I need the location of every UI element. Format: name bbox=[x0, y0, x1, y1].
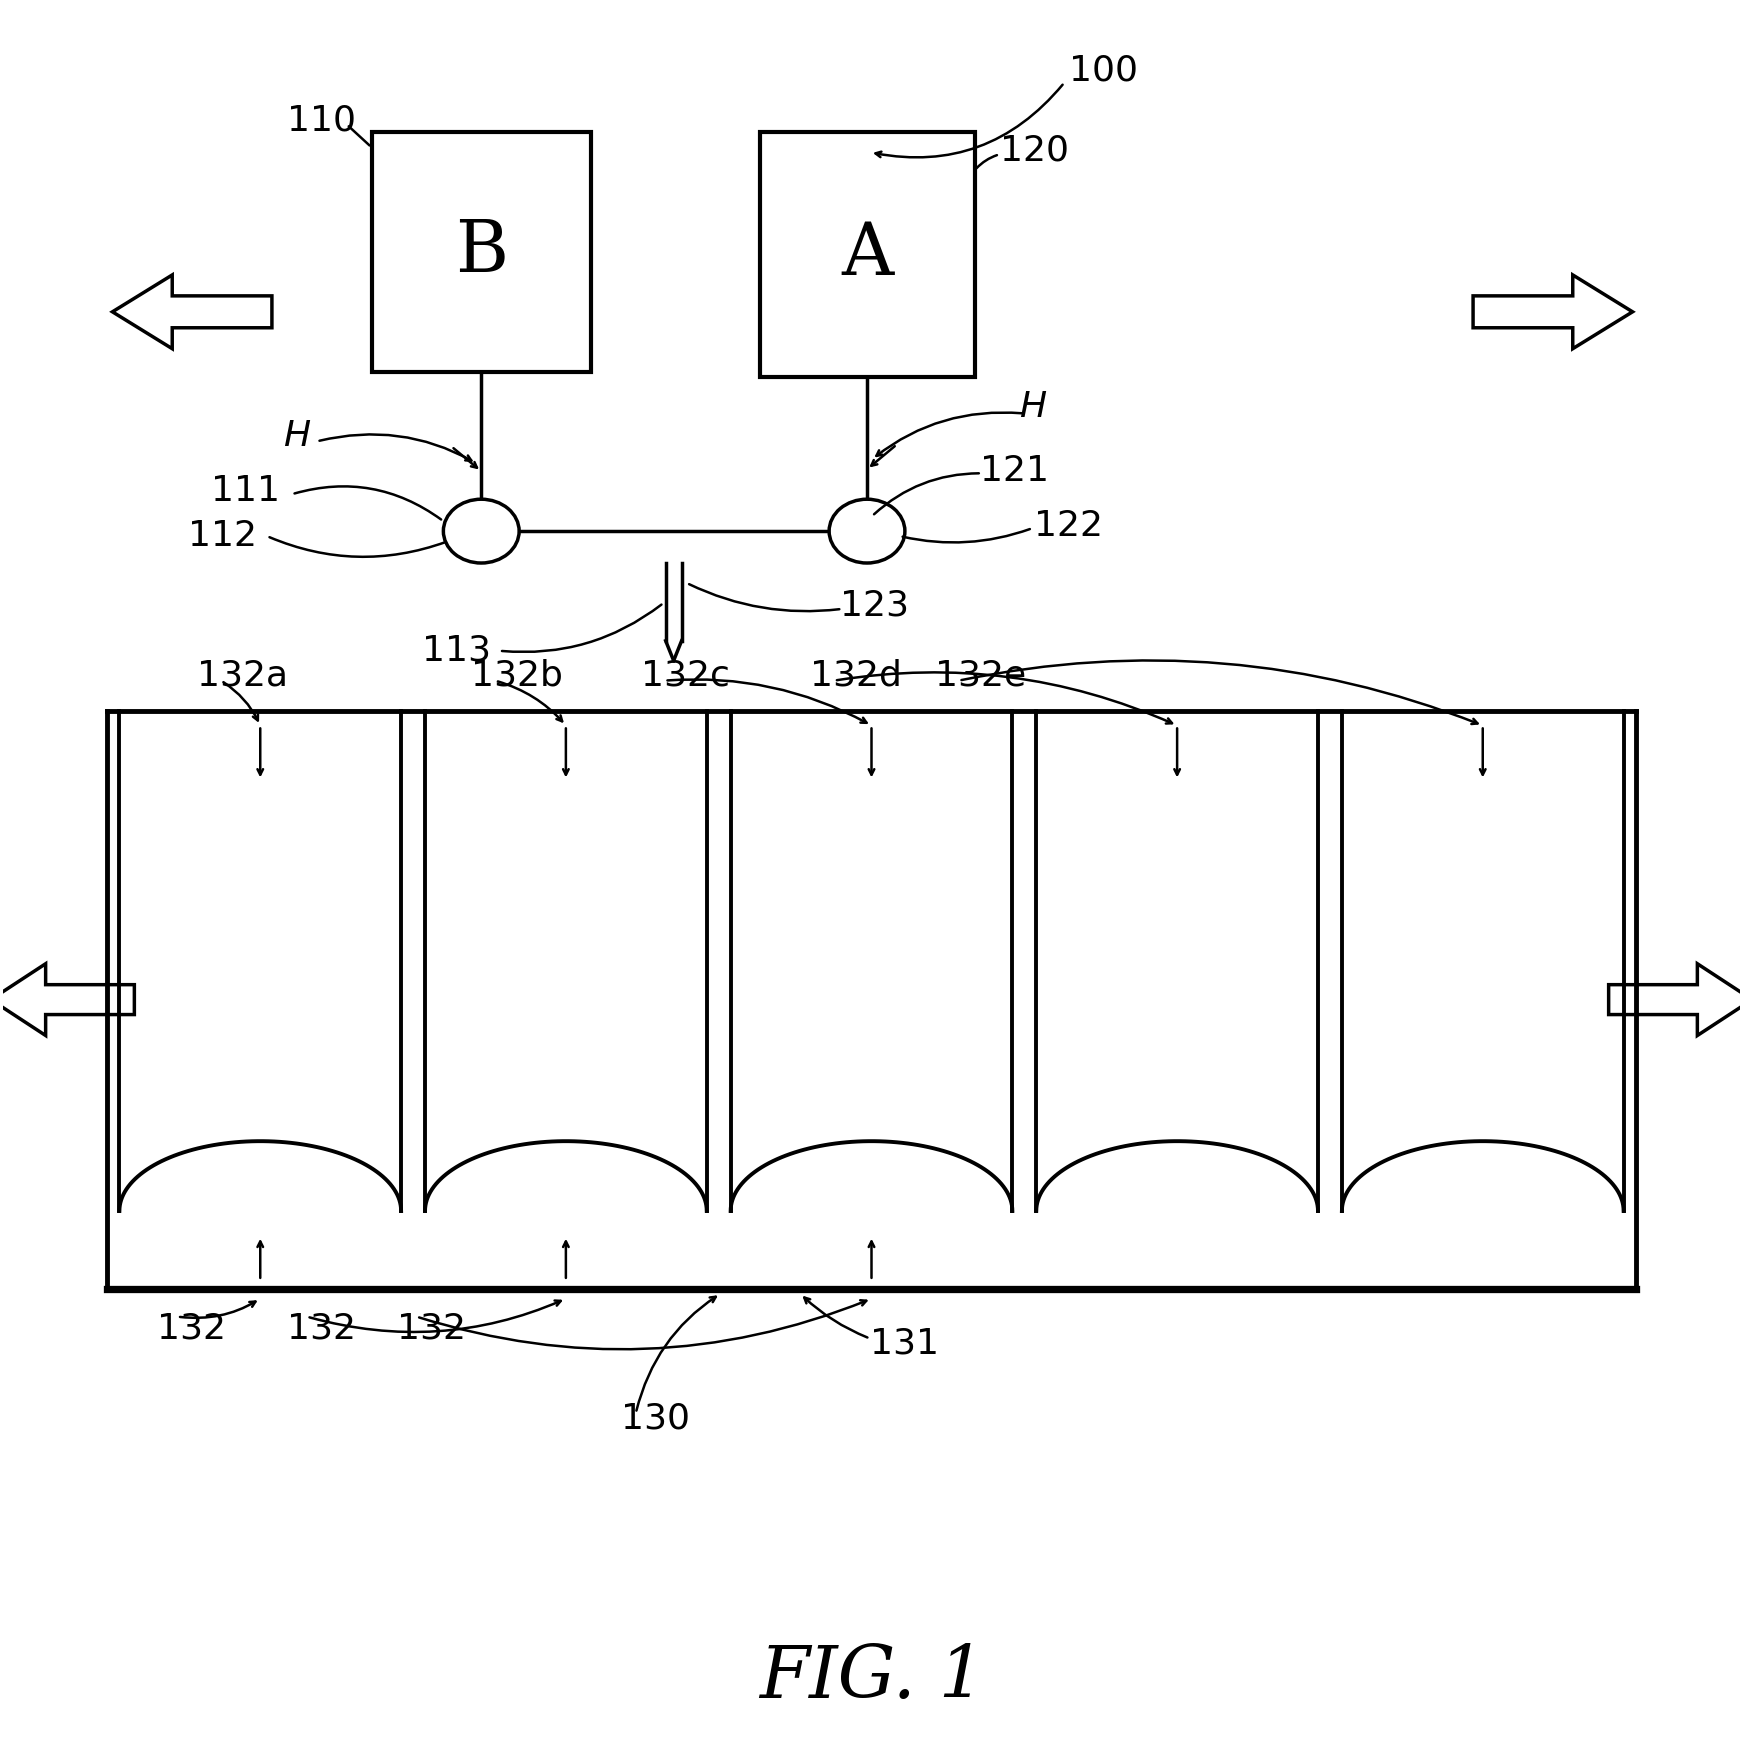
Text: 120: 120 bbox=[999, 134, 1068, 167]
Text: 113: 113 bbox=[422, 634, 492, 667]
Text: 111: 111 bbox=[211, 473, 281, 509]
Text: 132e: 132e bbox=[934, 658, 1027, 693]
Text: 132b: 132b bbox=[471, 658, 563, 693]
Text: FIG. 1: FIG. 1 bbox=[758, 1642, 985, 1712]
Text: 100: 100 bbox=[1070, 53, 1138, 88]
Ellipse shape bbox=[830, 500, 905, 563]
Text: H: H bbox=[282, 419, 310, 454]
Text: 130: 130 bbox=[621, 1401, 690, 1434]
Text: 132c: 132c bbox=[641, 658, 730, 693]
Text: A: A bbox=[842, 220, 894, 290]
Bar bbox=[760, 132, 974, 377]
Text: 132a: 132a bbox=[197, 658, 288, 693]
Bar bbox=[371, 132, 591, 371]
Text: H: H bbox=[1020, 389, 1046, 424]
Text: 131: 131 bbox=[870, 1327, 939, 1360]
Text: B: B bbox=[455, 216, 507, 287]
Text: 122: 122 bbox=[1035, 509, 1103, 544]
Text: 132d: 132d bbox=[810, 658, 903, 693]
Text: 121: 121 bbox=[980, 454, 1049, 488]
Text: 110: 110 bbox=[288, 104, 356, 137]
Text: 132: 132 bbox=[288, 1311, 356, 1346]
Text: 132: 132 bbox=[396, 1311, 465, 1346]
Ellipse shape bbox=[443, 500, 519, 563]
Text: 132: 132 bbox=[157, 1311, 227, 1346]
Text: 112: 112 bbox=[188, 519, 256, 553]
Text: 123: 123 bbox=[840, 590, 910, 623]
